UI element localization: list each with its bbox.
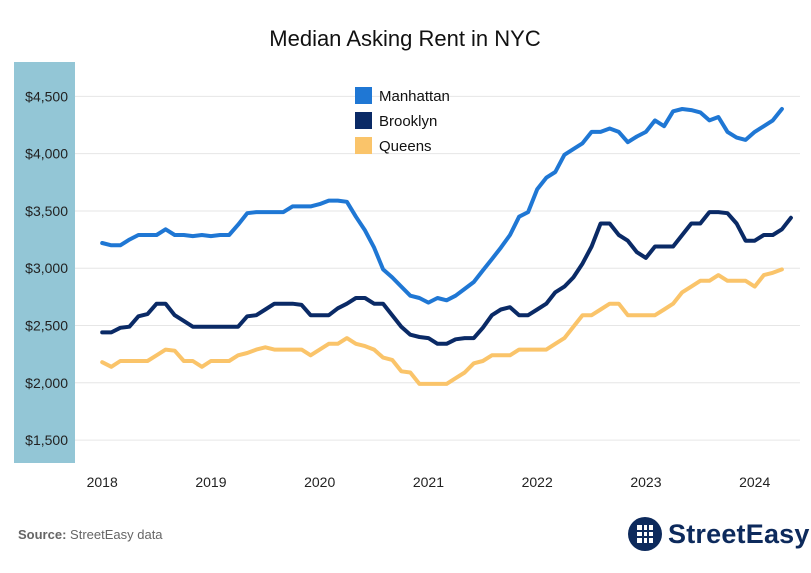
y-tick-label: $4,000	[25, 146, 68, 162]
x-tick-label: 2022	[522, 474, 553, 490]
x-tick-label: 2020	[304, 474, 335, 490]
series-line-brooklyn	[100, 210, 793, 346]
brand-logo: StreetEasy	[628, 514, 810, 554]
legend: Manhattan Brooklyn Queens	[355, 87, 450, 155]
y-tick-label: $2,500	[25, 318, 68, 334]
x-tick-label: 2023	[630, 474, 661, 490]
x-tick-label: 2021	[413, 474, 444, 490]
y-tick-label: $4,500	[25, 88, 68, 104]
legend-swatch-queens	[355, 137, 372, 154]
x-axis-ticks: 2018 2019 2020 2021 2022 2023 2024	[87, 474, 771, 490]
legend-label-manhattan: Manhattan	[379, 88, 450, 105]
legend-swatch-manhattan	[355, 87, 372, 104]
y-axis-band	[14, 62, 75, 463]
x-tick-label: 2018	[87, 474, 118, 490]
legend-label-brooklyn: Brooklyn	[379, 113, 437, 130]
x-tick-label: 2019	[195, 474, 226, 490]
series-line-manhattan	[100, 107, 784, 305]
x-tick-label: 2024	[739, 474, 770, 490]
y-tick-label: $2,000	[25, 375, 68, 391]
y-tick-label: $1,500	[25, 432, 68, 448]
y-tick-label: $3,000	[25, 260, 68, 276]
series-line-queens	[100, 267, 784, 386]
building-icon	[628, 517, 662, 551]
source-note: Source: StreetEasy data	[18, 527, 163, 542]
y-axis-ticks: $1,500 $2,000 $2,500 $3,000 $3,500 $4,000 $4,5…	[25, 88, 68, 448]
source-text: StreetEasy data	[70, 527, 163, 542]
gridlines	[75, 95, 800, 441]
legend-label-queens: Queens	[379, 138, 432, 155]
legend-swatch-brooklyn	[355, 112, 372, 129]
y-tick-label: $3,500	[25, 203, 68, 219]
brand-name: StreetEasy	[668, 518, 810, 549]
chart-title: Median Asking Rent in NYC	[269, 26, 541, 51]
series-lines	[100, 107, 793, 386]
source-label: Source:	[18, 527, 67, 542]
